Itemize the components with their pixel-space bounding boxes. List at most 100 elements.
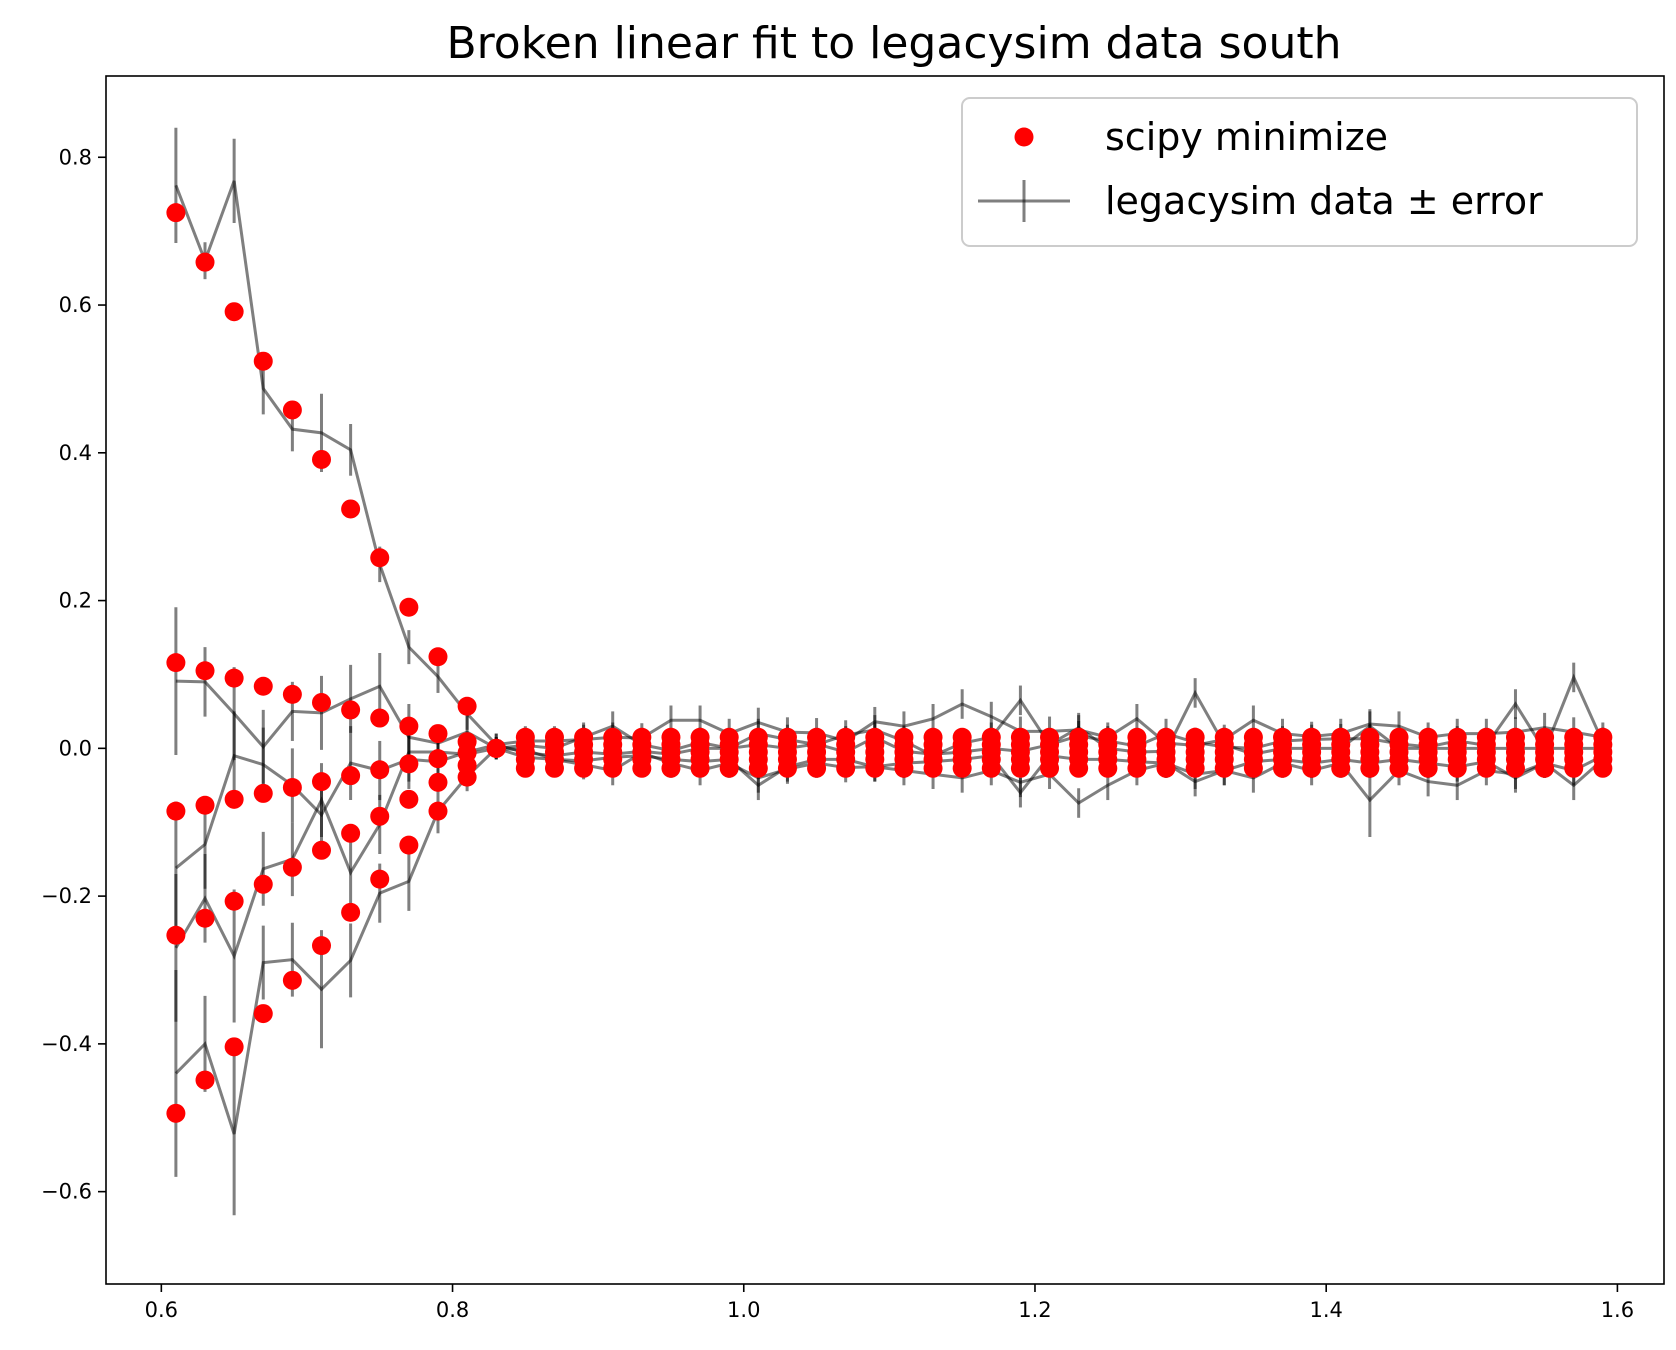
fit-point — [923, 758, 943, 778]
x-tick-label: 1.2 — [1018, 1298, 1051, 1322]
x-tick-label: 0.8 — [436, 1298, 469, 1322]
fit-point — [224, 1037, 244, 1057]
fit-point — [1127, 758, 1147, 778]
data-line-4 — [174, 746, 1604, 960]
fit-point — [428, 749, 448, 769]
y-tick-label: −0.4 — [41, 1032, 92, 1056]
fit-point — [1593, 758, 1613, 778]
fit-point — [1447, 758, 1467, 778]
fit-point — [311, 772, 331, 792]
fit-point — [603, 758, 623, 778]
fit-point — [1331, 758, 1351, 778]
y-tick-label: 0.0 — [59, 736, 92, 760]
fit-point — [195, 1070, 215, 1090]
fit-point — [195, 795, 215, 815]
fit-point — [341, 700, 361, 720]
fit-point — [311, 840, 331, 860]
fit-point — [370, 708, 390, 728]
fit-point — [894, 758, 914, 778]
fit-point — [428, 647, 448, 667]
fit-point — [1302, 758, 1322, 778]
fit-point — [195, 661, 215, 681]
fit-point — [224, 668, 244, 688]
legend-box — [961, 97, 1638, 247]
y-tick-label: −0.6 — [41, 1180, 92, 1204]
fit-point — [777, 758, 797, 778]
fit-point — [661, 758, 681, 778]
legend: scipy minimize legacysim data ± error — [961, 97, 1638, 247]
fit-point — [399, 597, 419, 617]
fit-point — [1476, 758, 1496, 778]
fit-point — [428, 724, 448, 744]
legend-label-scipy-minimize: scipy minimize — [1105, 115, 1388, 159]
fit-point — [253, 1004, 273, 1024]
legend-label-legacysim-data: legacysim data ± error — [1105, 179, 1543, 223]
fit-point — [865, 758, 885, 778]
fit-point — [282, 400, 302, 420]
fit-point — [719, 758, 739, 778]
fit-point — [282, 857, 302, 877]
plot-area — [166, 127, 1613, 1216]
fit-point — [1214, 758, 1234, 778]
x-tick-label: 1.0 — [727, 1298, 760, 1322]
fit-point — [457, 767, 477, 787]
fit-point — [341, 902, 361, 922]
fit-point — [399, 789, 419, 809]
axes-frame — [105, 75, 1665, 1285]
fit-point — [311, 693, 331, 713]
fit-point — [341, 823, 361, 843]
fit-point — [1040, 758, 1060, 778]
y-tick-label: −0.2 — [41, 884, 92, 908]
fit-point — [1069, 758, 1089, 778]
fit-point — [1535, 758, 1555, 778]
fit-point — [399, 716, 419, 736]
fit-point — [253, 351, 273, 371]
data-line-1 — [174, 180, 1604, 747]
fit-point — [195, 908, 215, 928]
fit-point — [166, 1103, 186, 1123]
fit-point — [1505, 758, 1525, 778]
fit-point — [632, 758, 652, 778]
fit-point — [486, 738, 506, 758]
x-tick-label: 1.4 — [1309, 1298, 1342, 1322]
fit-point — [1418, 758, 1438, 778]
fit-point — [1010, 758, 1030, 778]
fit-point — [544, 758, 564, 778]
fit-point — [399, 835, 419, 855]
fit-point — [370, 760, 390, 780]
fit-point — [1185, 758, 1205, 778]
axes: 0.6 0.8 1.0 1.2 1.4 1.6 −0.6 −0.4 −0.2 0.0 0.2 0.4 0… — [41, 75, 1665, 1322]
fit-point — [166, 925, 186, 945]
fit-point — [457, 696, 477, 716]
fit-point — [1360, 758, 1380, 778]
fit-point — [428, 772, 448, 792]
x-tick-label: 1.6 — [1601, 1298, 1634, 1322]
fit-point — [166, 203, 186, 223]
fit-point — [253, 874, 273, 894]
fit-point — [224, 302, 244, 322]
fit-point — [224, 789, 244, 809]
fit-point — [807, 758, 827, 778]
fit-point — [1564, 758, 1584, 778]
fit-point — [253, 676, 273, 696]
x-tick-label: 0.6 — [145, 1298, 178, 1322]
fit-point — [224, 891, 244, 911]
fit-point — [748, 758, 768, 778]
fit-point — [195, 252, 215, 272]
legend-marker-scipy-minimize — [1014, 127, 1034, 147]
fit-point — [311, 936, 331, 956]
fit-point — [836, 758, 856, 778]
fit-point — [282, 684, 302, 704]
fit-point — [166, 801, 186, 821]
fit-point — [311, 449, 331, 469]
fit-point — [370, 806, 390, 826]
fit-point — [370, 548, 390, 568]
y-tick-label: 0.6 — [59, 293, 92, 317]
fit-point — [282, 778, 302, 798]
fit-point — [1098, 758, 1118, 778]
fit-point — [166, 653, 186, 673]
fit-point — [515, 758, 535, 778]
fit-point — [952, 758, 972, 778]
fit-point — [690, 758, 710, 778]
